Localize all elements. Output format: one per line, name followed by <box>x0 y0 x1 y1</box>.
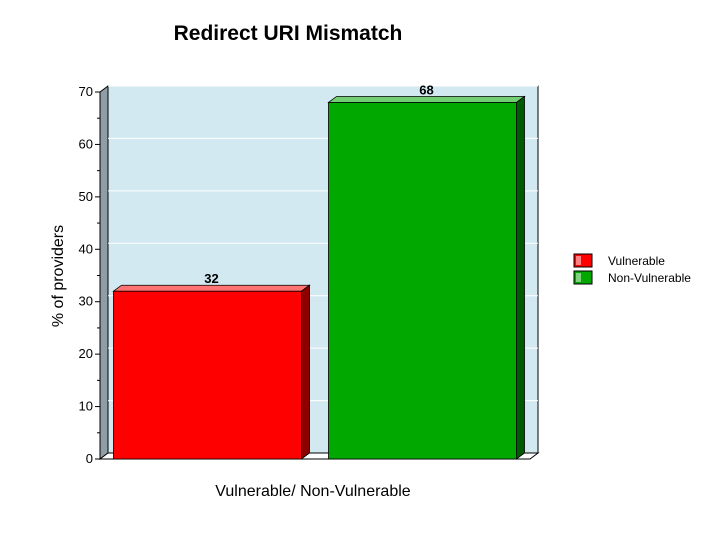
legend-item: Vulnerable <box>573 253 665 268</box>
legend-swatch-highlight <box>576 273 581 282</box>
bar-vulnerable: 32 <box>112 271 311 460</box>
legend-item: Non-Vulnerable <box>573 270 691 285</box>
legend: Vulnerable Non-Vulnerable <box>573 253 691 285</box>
y-tick-label: 20 <box>79 346 93 361</box>
y-tick-label: 30 <box>79 294 93 309</box>
y-tick-label: 60 <box>79 136 93 151</box>
legend-swatch-highlight <box>576 256 581 265</box>
bar-non-vulnerable: 68 <box>327 82 526 460</box>
y-tick-label: 50 <box>79 189 93 204</box>
y-axis: 0 10 20 30 40 50 60 70 <box>79 84 101 466</box>
data-label: 32 <box>204 271 218 286</box>
bar-front <box>113 290 302 460</box>
plot-side-wall <box>99 85 109 460</box>
data-label: 68 <box>419 82 433 97</box>
y-tick-label: 0 <box>86 451 93 466</box>
bar-side <box>301 284 310 460</box>
legend-label: Vulnerable <box>608 254 665 268</box>
bars: 32 68 <box>112 82 526 460</box>
y-axis-label: % of providers <box>50 225 67 327</box>
chart-title: Redirect URI Mismatch <box>174 22 403 45</box>
y-tick-label: 40 <box>79 241 93 256</box>
x-axis-label: Vulnerable/ Non-Vulnerable <box>215 483 410 500</box>
bar-side <box>516 95 525 460</box>
y-tick-label: 70 <box>79 84 93 99</box>
y-tick-label: 10 <box>79 399 93 414</box>
legend-label: Non-Vulnerable <box>608 271 691 285</box>
bar-front <box>328 102 517 460</box>
